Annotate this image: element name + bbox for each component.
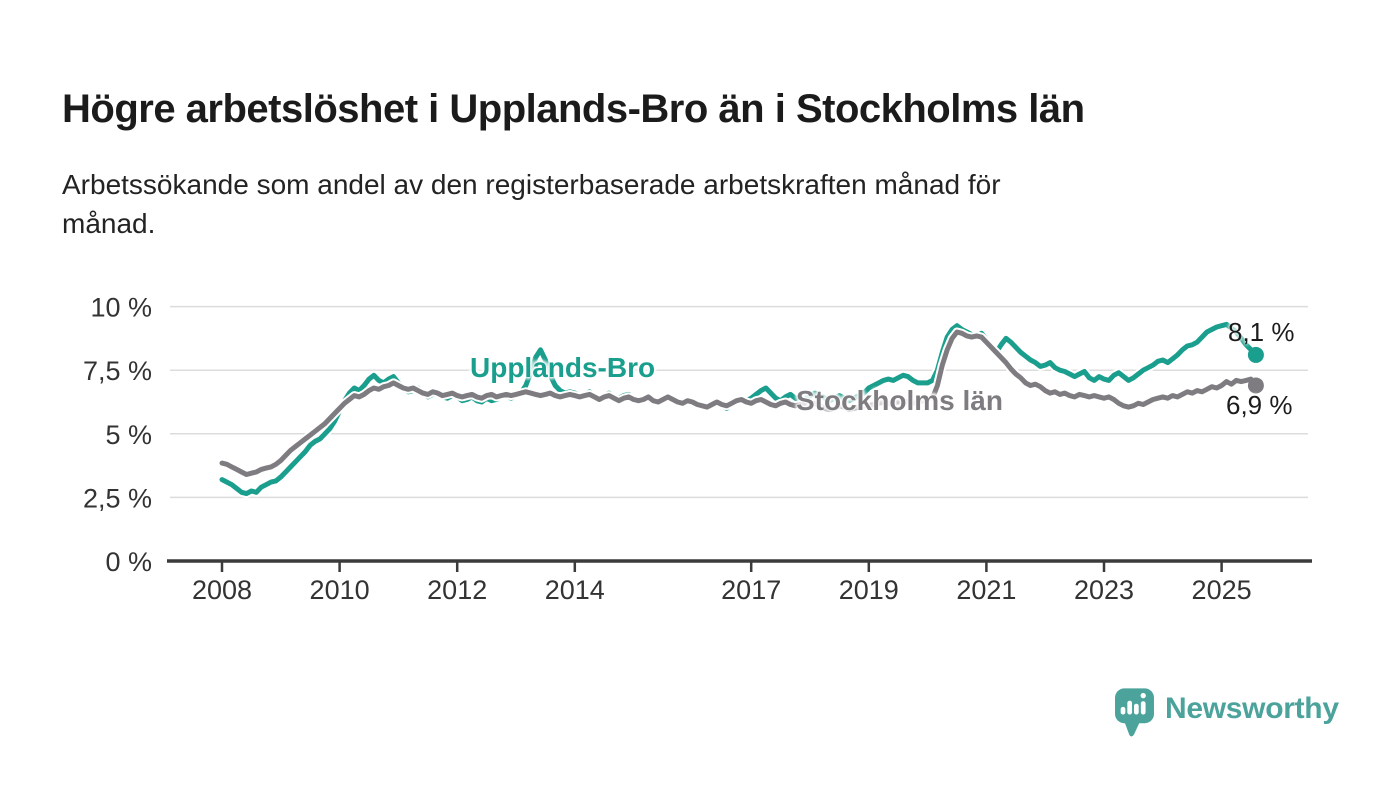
y-axis-tick-label: 0 % xyxy=(105,547,152,577)
chart-subtitle: Arbetssökande som andel av den registerb… xyxy=(62,165,1302,243)
series-end-dot-upplands-bro xyxy=(1247,346,1264,363)
x-axis-tick-label: 2008 xyxy=(192,575,252,605)
logo-bar-3 xyxy=(1133,703,1139,715)
end-value-label-upplands-bro: 8,1 % xyxy=(1228,317,1295,347)
series-line-stockholms-l-n xyxy=(219,329,1259,477)
series-label-stockholms-lan: Stockholms län xyxy=(796,385,1003,416)
newsworthy-logo-icon xyxy=(1115,688,1154,737)
x-axis-tick-label: 2012 xyxy=(427,575,487,605)
y-axis-tick-label: 2,5 % xyxy=(83,483,152,513)
series-line-casing xyxy=(217,319,1261,499)
logo-bar-1 xyxy=(1120,706,1126,715)
logo-bar-2 xyxy=(1127,700,1133,715)
chart-subtitle-line-1: Arbetssökande som andel av den registerb… xyxy=(62,169,1001,200)
series-end-dot-stockholms-l-n xyxy=(1247,377,1264,394)
chart-subtitle-line-2: månad. xyxy=(62,208,156,239)
y-axis-tick-label: 5 % xyxy=(105,420,152,450)
series-label-upplands-bro: Upplands-Bro xyxy=(470,352,656,383)
chart-title: Högre arbetslöshet i Upplands-Bro än i S… xyxy=(62,86,1085,131)
y-axis-tick-label: 10 % xyxy=(90,293,152,323)
y-axis-tick-label: 7,5 % xyxy=(83,356,152,386)
newsworthy-branding: Newsworthy xyxy=(1114,687,1339,739)
x-axis-tick-label: 2017 xyxy=(721,575,781,605)
series-line-upplands-bro xyxy=(219,321,1259,497)
x-axis-tick-label: 2010 xyxy=(310,575,370,605)
end-value-label-stockholms-lan: 6,9 % xyxy=(1226,390,1293,420)
x-axis-tick-label: 2025 xyxy=(1192,575,1252,605)
logo-exclamation-bar xyxy=(1140,701,1146,715)
x-axis-tick-label: 2023 xyxy=(1074,575,1134,605)
x-axis-tick-label: 2014 xyxy=(545,575,605,605)
newsworthy-wordmark: Newsworthy xyxy=(1165,692,1339,725)
series-line-casing xyxy=(217,327,1261,479)
x-axis-tick-label: 2019 xyxy=(839,575,899,605)
x-axis-tick-label: 2021 xyxy=(956,575,1016,605)
logo-exclamation-dot xyxy=(1140,692,1146,699)
